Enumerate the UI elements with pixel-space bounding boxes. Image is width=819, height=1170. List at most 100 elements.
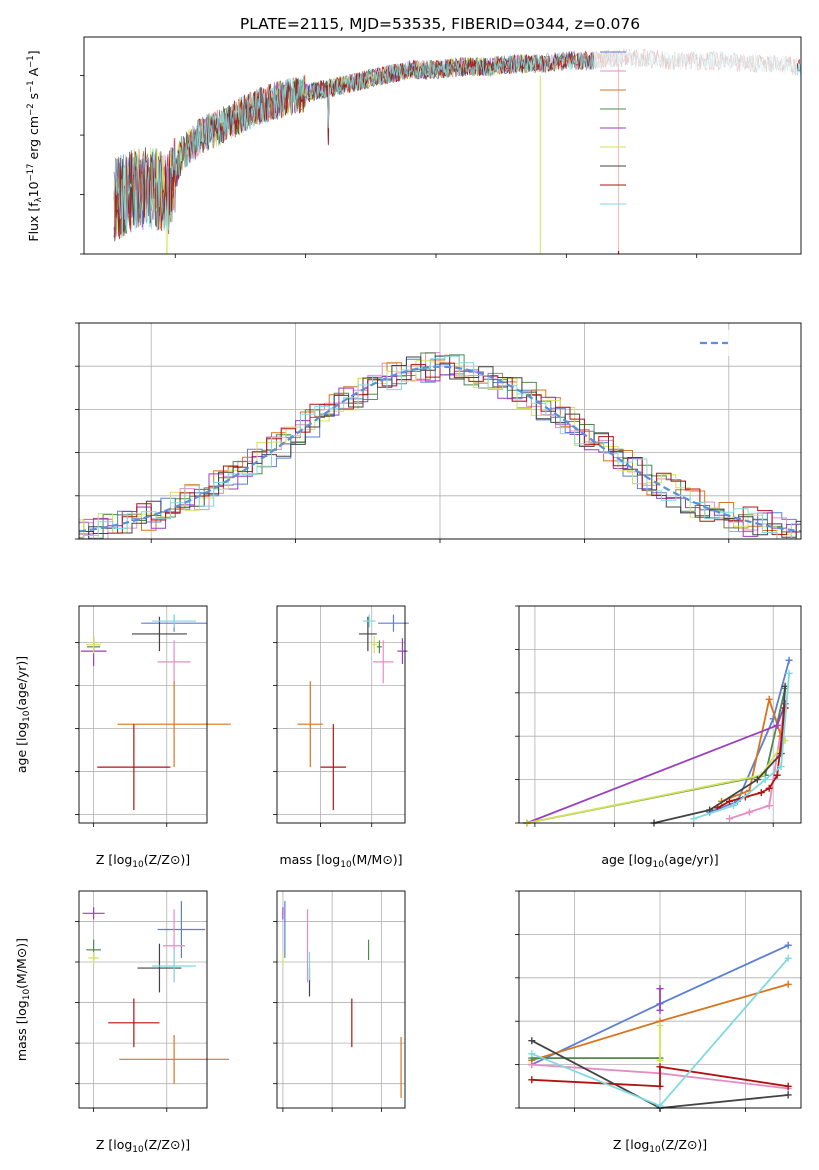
legend-box xyxy=(594,41,797,251)
errorbar-point xyxy=(152,949,197,983)
errorbar-point xyxy=(97,724,171,811)
axis-label-sub: 10 xyxy=(132,1145,144,1155)
axis-label: mass [log10(M/M⊙)] xyxy=(279,852,402,870)
errorbar-point xyxy=(358,616,377,652)
weight-line xyxy=(729,703,786,820)
y-axis-label-sup: −17 xyxy=(26,163,36,181)
axis-label: Z [log10(Z/Z⊙)] xyxy=(613,1137,707,1155)
weight-marker xyxy=(765,784,773,792)
errorbar-point xyxy=(373,640,394,684)
y-axis-label-part: ] xyxy=(26,50,41,55)
axes-frame xyxy=(518,605,802,824)
y-axis-label: Flux [fλ10−17 erg cm−2 s−1 A−1] xyxy=(26,50,44,241)
weight-marker xyxy=(753,776,761,784)
errorbar-point xyxy=(378,614,409,632)
axis-label-main: age [log xyxy=(14,722,29,773)
axes-frame xyxy=(78,605,208,824)
errorbar-point xyxy=(320,724,347,811)
panel-residuals xyxy=(75,322,802,543)
axis-label-tail: (Z/Z⊙)] xyxy=(144,1137,190,1152)
weight-marker xyxy=(773,721,781,729)
axes-frame xyxy=(78,322,802,540)
axis-label-main: mass [log xyxy=(14,1000,29,1061)
weight-marker xyxy=(745,808,753,816)
weight-marker xyxy=(528,1050,536,1058)
axes-frame xyxy=(518,890,802,1109)
weight-marker xyxy=(656,985,664,993)
errorbar-point xyxy=(362,614,376,628)
axis-label-sub: 10 xyxy=(22,710,32,722)
weight-marker xyxy=(528,1076,536,1084)
weight-marker xyxy=(784,954,792,962)
axis-label-tail: (age/yr)] xyxy=(664,852,719,867)
legend xyxy=(594,41,797,251)
axis-label-main: Z [log xyxy=(613,1137,649,1152)
errorbar-point xyxy=(397,638,408,665)
panel-age_vs_mass: mass [log10(M/M⊙)] xyxy=(273,605,409,870)
weight-marker xyxy=(528,1037,536,1045)
weight-marker xyxy=(656,1056,664,1064)
plot-area xyxy=(528,941,792,1112)
weight-line xyxy=(526,703,786,824)
errorbar-point xyxy=(86,636,101,654)
legend-box xyxy=(694,330,796,356)
y-axis-label-part: erg cm xyxy=(26,116,41,164)
weight-marker xyxy=(784,1082,792,1090)
y-axis-label-part: A xyxy=(26,67,41,80)
weight-marker xyxy=(726,797,734,805)
weight-marker xyxy=(765,695,773,703)
axis-label-sub: 10 xyxy=(653,860,665,870)
histogram-series xyxy=(79,360,801,539)
weight-line xyxy=(531,1065,789,1088)
weight-marker xyxy=(785,656,793,664)
weight-marker xyxy=(773,771,781,779)
axis-label-sub: 10 xyxy=(340,860,352,870)
axis-label-sub: 10 xyxy=(132,860,144,870)
axis-label: age [log10(age/yr)] xyxy=(14,656,32,773)
panel-age_vs_Z: Z [log10(Z/Z⊙)]age [log10(age/yr)] xyxy=(14,605,231,870)
weight-line xyxy=(653,686,786,824)
y-axis-label-sub: λ xyxy=(34,197,44,202)
plot-area xyxy=(297,614,409,811)
axis-label-sub: 10 xyxy=(22,989,32,1001)
axis-label-main: Z [log xyxy=(96,1137,132,1152)
histogram-series xyxy=(79,355,801,539)
weight-marker xyxy=(729,802,737,810)
panel-spectrum: Flux [fλ10−17 erg cm−2 s−1 A−1] xyxy=(26,36,802,258)
axis-label-sub: 10 xyxy=(649,1145,661,1155)
weight-marker xyxy=(784,980,792,988)
histogram-series xyxy=(79,362,801,539)
plot-area xyxy=(80,614,231,811)
errorbar-point xyxy=(132,616,187,652)
axis-label-tail: (M/M⊙)] xyxy=(14,938,29,989)
y-axis-label-sup: −2 xyxy=(26,103,36,116)
errorbar-point xyxy=(82,907,105,920)
errorbar-point xyxy=(157,640,191,684)
axis-label-main: age [log xyxy=(601,852,652,867)
axis-label-tail: (Z/Z⊙)] xyxy=(144,852,190,867)
panel-weight_vs_Z: Z [log10(Z/Z⊙)] xyxy=(515,890,802,1155)
axis-label-tail: (Z/Z⊙)] xyxy=(661,1137,707,1152)
plot-area xyxy=(523,656,793,827)
axis-label: Z [log10(Z/Z⊙)] xyxy=(96,1137,190,1155)
errorbar-point xyxy=(88,951,100,965)
weight-marker xyxy=(785,669,793,677)
plot-area xyxy=(282,901,402,1098)
weight-marker xyxy=(656,1063,664,1071)
weight-marker xyxy=(761,776,769,784)
y-axis-label-part: 10 xyxy=(26,181,41,197)
errorbar-point xyxy=(157,901,206,958)
weight-marker xyxy=(757,789,765,797)
axes-frame xyxy=(276,605,406,824)
weight-line xyxy=(693,673,790,820)
weight-marker xyxy=(656,1006,664,1014)
weight-line xyxy=(717,707,786,809)
weight-marker xyxy=(726,815,734,823)
weight-line xyxy=(526,688,786,824)
y-axis-label-sup: −1 xyxy=(26,55,36,68)
y-axis-label-part: s xyxy=(26,93,41,104)
weight-marker xyxy=(765,802,773,810)
errorbar-point xyxy=(297,681,324,768)
axis-label-main: Z [log xyxy=(96,852,132,867)
axes-frame xyxy=(276,890,406,1109)
